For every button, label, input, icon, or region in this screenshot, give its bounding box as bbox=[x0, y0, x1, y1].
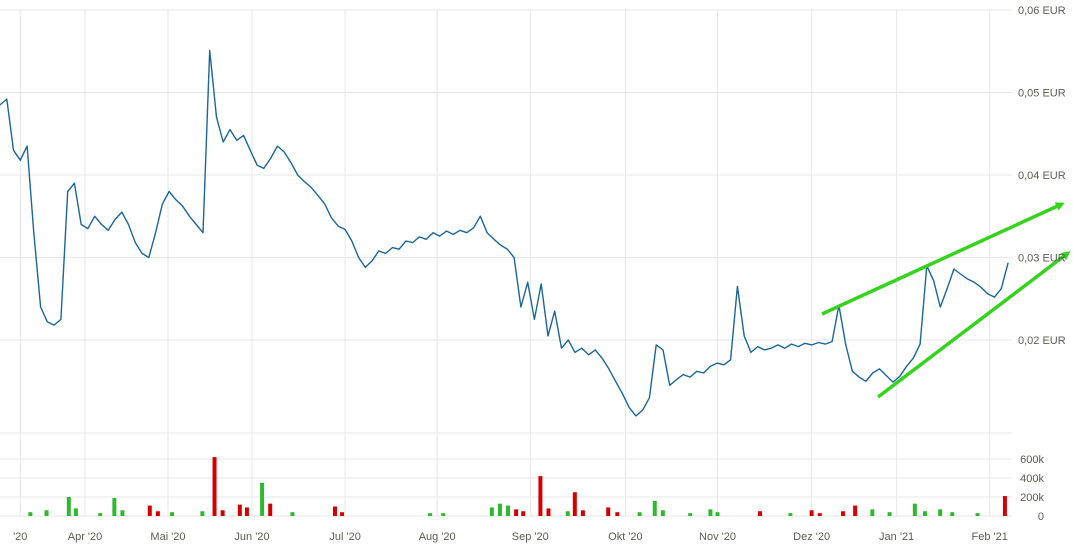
volume-bar-up bbox=[497, 503, 502, 516]
volume-bar-up bbox=[788, 513, 793, 516]
price-axis-label: 0,04 EUR bbox=[1018, 170, 1066, 182]
x-axis-month-label: Aug '20 bbox=[419, 531, 456, 543]
volume-bar-up bbox=[660, 510, 665, 516]
volume-bar-down bbox=[758, 511, 763, 516]
volume-bar-up bbox=[428, 513, 433, 516]
volume-bar-up bbox=[120, 510, 125, 516]
volume-bar-down bbox=[853, 505, 858, 516]
price-axis-label: 0,05 EUR bbox=[1018, 88, 1066, 100]
volume-bar-up bbox=[44, 510, 49, 516]
volume-bar-up bbox=[708, 509, 713, 516]
volume-bar-down bbox=[615, 512, 620, 516]
volume-bar-up bbox=[290, 512, 295, 516]
volume-axis-label: 600k bbox=[1020, 454, 1044, 466]
volume-bar-up bbox=[938, 509, 943, 516]
price-axis-label: 0,02 EUR bbox=[1018, 335, 1066, 347]
volume-bar-up bbox=[73, 508, 78, 516]
volume-axis-labels: 600k 400k 200k 0 bbox=[1020, 454, 1044, 523]
x-axis-month-label: Feb '21 bbox=[972, 531, 1008, 543]
volume-bar-down bbox=[1002, 496, 1007, 516]
volume-bar-up bbox=[950, 512, 955, 516]
volume-axis-label: 400k bbox=[1020, 473, 1044, 485]
volume-bar-up bbox=[66, 497, 71, 516]
volume-bar-down bbox=[155, 511, 160, 516]
x-axis-month-label: Mai '20 bbox=[150, 531, 185, 543]
volume-bar-up bbox=[489, 507, 494, 516]
volume-bar-down bbox=[244, 507, 249, 516]
volume-bar-down bbox=[147, 505, 152, 516]
x-axis-month-label: Nov '20 bbox=[699, 531, 736, 543]
volume-bar-up bbox=[98, 513, 103, 516]
volume-bars bbox=[28, 457, 1007, 516]
volume-bar-down bbox=[268, 503, 273, 516]
volume-bar-down bbox=[514, 509, 519, 516]
volume-bar-down bbox=[580, 510, 585, 516]
volume-bar-down bbox=[521, 511, 526, 516]
volume-bar-up bbox=[715, 512, 720, 516]
price-axis-labels: 0,06 EUR 0,05 EUR 0,04 EUR 0,03 EUR 0,02 EUR bbox=[1018, 5, 1066, 347]
volume-bar-down bbox=[809, 510, 814, 516]
price-series-line bbox=[0, 49, 1009, 417]
volume-bar-down bbox=[340, 512, 345, 516]
volume-bar-up bbox=[565, 511, 570, 516]
x-axis-labels: '20 Apr '20 Mai '20 Jun '20 Jul '20 Aug '20 Se… bbox=[13, 531, 1008, 543]
volume-bar-down bbox=[840, 511, 845, 516]
volume-bar-down bbox=[546, 508, 551, 516]
volume-bar-down bbox=[572, 492, 577, 516]
price-axis-label: 0,06 EUR bbox=[1018, 5, 1066, 17]
volume-bar-up bbox=[688, 513, 693, 516]
volume-bar-up bbox=[912, 503, 917, 516]
volume-bar-up bbox=[112, 497, 117, 516]
volume-bar-up bbox=[506, 505, 511, 516]
x-axis-month-label: Jun '20 bbox=[234, 531, 269, 543]
volume-bar-up bbox=[170, 512, 175, 516]
volume-axis-label: 200k bbox=[1020, 492, 1044, 504]
x-axis-month-label: Jul '20 bbox=[329, 531, 360, 543]
volume-bar-down bbox=[538, 476, 543, 516]
volume-bar-up bbox=[922, 511, 927, 516]
x-axis-month-label: Jan '21 bbox=[879, 531, 914, 543]
x-axis-month-label: Sep '20 bbox=[512, 531, 549, 543]
price-line bbox=[0, 49, 1009, 417]
price-axis-label: 0,03 EUR bbox=[1018, 253, 1066, 265]
volume-bar-down bbox=[332, 506, 337, 516]
trend-arrow bbox=[821, 202, 1065, 316]
trend-arrow bbox=[876, 251, 1071, 399]
volume-bar-up bbox=[887, 512, 892, 516]
x-axis-month-label: '20 bbox=[13, 531, 27, 543]
x-axis-month-label: Apr '20 bbox=[68, 531, 103, 543]
volume-bar-up bbox=[28, 512, 33, 516]
volume-bar-up bbox=[870, 509, 875, 516]
volume-bar-up bbox=[200, 511, 205, 516]
volume-bar-down bbox=[220, 510, 225, 516]
volume-bar-down bbox=[237, 504, 242, 516]
volume-bar-up bbox=[975, 513, 980, 516]
x-axis-month-label: Dez '20 bbox=[793, 531, 830, 543]
volume-bar-down bbox=[606, 507, 611, 516]
volume-bar-up bbox=[637, 512, 642, 516]
x-axis-month-label: Okt '20 bbox=[608, 531, 643, 543]
volume-bar-down bbox=[212, 457, 217, 516]
volume-bar-down bbox=[817, 513, 822, 516]
volume-bar-up bbox=[260, 482, 265, 516]
volume-axis-label: 0 bbox=[1038, 511, 1044, 523]
volume-bar-up bbox=[652, 500, 657, 516]
volume-bar-up bbox=[441, 513, 446, 516]
trend-arrows bbox=[821, 202, 1071, 399]
